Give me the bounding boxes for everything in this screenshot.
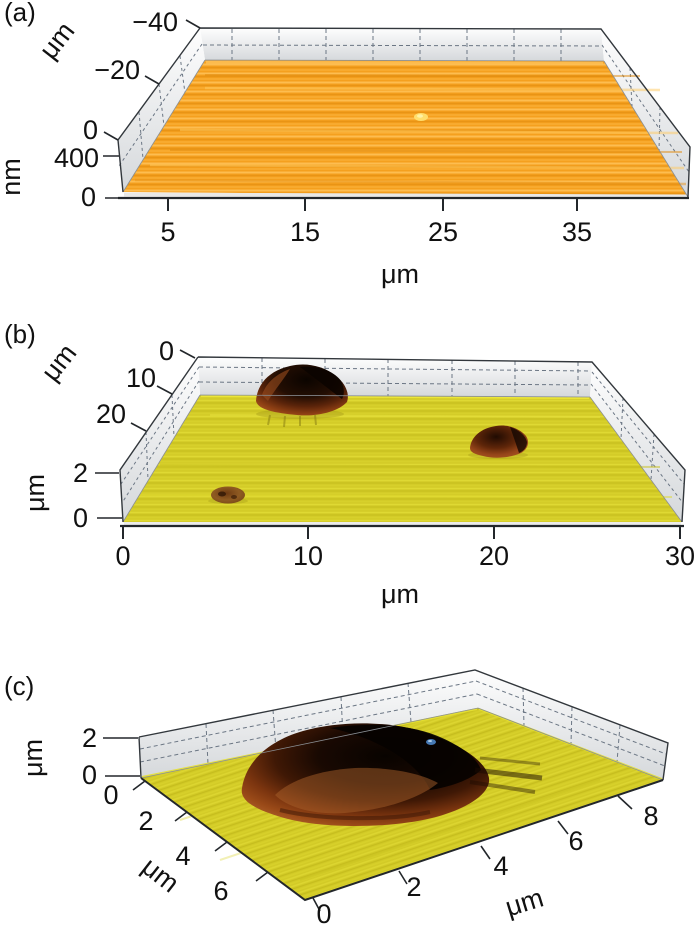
panel-c-dome-glint xyxy=(426,739,436,745)
panel-b-particle-small xyxy=(208,486,248,504)
panel-a-x-tick-label-3: 35 xyxy=(562,217,592,247)
panel-b-particle-medium xyxy=(468,425,529,459)
panel-c-depth-tick-label-2: 4 xyxy=(175,841,190,871)
panel-a-wall-floor-junctions xyxy=(122,59,689,198)
panel-c-x-tick-label-4: 8 xyxy=(643,801,658,831)
panel-a-depth-tick-label-0: −40 xyxy=(132,7,178,37)
panel-b-depth-axis-title: μm xyxy=(35,338,82,386)
panel-a-left-wall-grid xyxy=(118,43,203,167)
panel-a-z-tick-label-0: 400 xyxy=(54,143,99,173)
panel-b-back-wall-grid xyxy=(198,358,592,397)
panel-a-right-wall xyxy=(601,29,690,197)
panel-c-depth-tick-label-0: 0 xyxy=(103,780,118,810)
panel-a-depth-tick-label-1: −20 xyxy=(94,55,140,85)
panel-b-z-tick-label-1: 0 xyxy=(73,503,88,533)
panel-c-back-wall-grid xyxy=(139,680,478,765)
panel-b-x-tick-label-3: 30 xyxy=(665,541,695,571)
panel-a-left-wall xyxy=(118,28,205,192)
panel-a-x-axis-title: μm xyxy=(381,259,419,289)
panel-a-front-sliver xyxy=(123,192,688,199)
panel-a: (a) −40 −20 0 μm 400 0 nm 5 15 25 35 μm xyxy=(0,0,691,289)
panel-a-back-wall xyxy=(200,28,604,61)
panel-b: (b) 0 10 20 μm 2 0 μm 0 10 20 30 μm xyxy=(4,319,695,609)
panel-b-x-tick-label-0: 0 xyxy=(115,541,130,571)
panel-c-box-edges xyxy=(138,669,669,781)
panel-a-z-ticks xyxy=(103,155,122,199)
panel-a-x-tick-label-2: 25 xyxy=(428,217,458,247)
panel-b-depth-tick-label-0: 0 xyxy=(159,336,174,366)
panel-c-letter: (c) xyxy=(4,671,34,701)
panel-b-depth-tick-label-1: 10 xyxy=(126,363,156,393)
panel-a-surface xyxy=(123,60,688,197)
panel-a-x-ticks xyxy=(167,198,578,211)
panel-b-back-wall xyxy=(198,357,592,397)
panel-c-depth-tick-label-1: 2 xyxy=(138,806,153,836)
panel-c-box xyxy=(138,669,669,902)
panel-b-letter: (b) xyxy=(4,319,36,349)
panel-a-z-tick-label-1: 0 xyxy=(81,182,96,212)
panel-c-right-wall-grid xyxy=(475,680,667,767)
panel-b-z-axis-title: μm xyxy=(20,474,50,512)
panel-b-surface xyxy=(123,395,682,522)
panel-c-dome-particle xyxy=(241,723,543,827)
panel-b-particle-large xyxy=(256,364,348,428)
panel-c-depth-ticks xyxy=(132,780,269,882)
panel-b-box xyxy=(119,356,686,528)
panel-c-x-ticks xyxy=(312,795,633,912)
panel-a-right-wall-grid xyxy=(601,44,690,173)
panel-c-baselines xyxy=(140,777,664,902)
panel-b-right-wall xyxy=(590,362,685,522)
panel-a-x-tick-label-0: 5 xyxy=(160,217,175,247)
panel-a-letter: (a) xyxy=(4,0,36,27)
panel-b-z-ticks xyxy=(95,472,122,519)
panel-a-depth-ticks xyxy=(103,19,201,141)
panel-b-x-axis-title: μm xyxy=(381,579,419,609)
panel-a-z-axis-title: nm xyxy=(0,158,26,196)
panel-b-wall-floor-junctions xyxy=(122,394,683,523)
panel-c-z-tick-label-0: 2 xyxy=(82,723,97,753)
panel-c-z-tick-label-1: 0 xyxy=(82,760,97,790)
panel-b-x-tick-label-2: 20 xyxy=(479,541,509,571)
panel-a-x-tick-label-1: 15 xyxy=(290,217,320,247)
panel-b-left-wall xyxy=(120,357,200,522)
panel-b-box-edges xyxy=(119,356,686,523)
panel-c-z-axis-title: μm xyxy=(18,739,48,777)
panel-c-back-wall xyxy=(139,670,478,778)
panel-b-x-ticks xyxy=(122,526,681,539)
panel-b-left-wall-grid xyxy=(120,366,200,504)
panel-c-x-tick-label-3: 6 xyxy=(568,826,583,856)
panel-c-x-tick-label-1: 2 xyxy=(406,872,421,902)
panel-a-back-wall-grid xyxy=(202,29,604,61)
panel-b-axes: (b) 0 10 20 μm 2 0 μm 0 10 20 30 μm xyxy=(4,319,695,609)
panel-b-x-tick-label-1: 10 xyxy=(293,541,323,571)
panel-c-dome-smear xyxy=(469,756,543,794)
panel-b-depth-tick-label-2: 20 xyxy=(96,399,126,429)
panel-a-depth-tick-label-2: 0 xyxy=(83,115,98,145)
panel-b-depth-ticks xyxy=(130,349,196,432)
panel-c-z-ticks xyxy=(103,737,140,777)
panel-a-box xyxy=(117,27,691,200)
panel-b-z-tick-label-0: 2 xyxy=(73,458,88,488)
panel-a-surface-striations xyxy=(134,61,687,186)
panel-b-right-wall-grid xyxy=(590,371,685,504)
panel-c-x-tick-label-0: 0 xyxy=(316,899,331,929)
panel-c: (c) 2 0 μm 0 2 4 6 μm 0 2 4 6 8 μm xyxy=(4,669,669,929)
panel-c-x-axis-title: μm xyxy=(502,882,547,922)
panel-a-depth-axis-title: μm xyxy=(33,16,80,64)
panel-c-wall-floor-junctions xyxy=(140,707,664,781)
panel-c-x-tick-label-2: 4 xyxy=(493,851,508,881)
panel-a-surface-speck xyxy=(414,113,428,121)
panel-c-depth-tick-label-3: 6 xyxy=(213,876,228,906)
